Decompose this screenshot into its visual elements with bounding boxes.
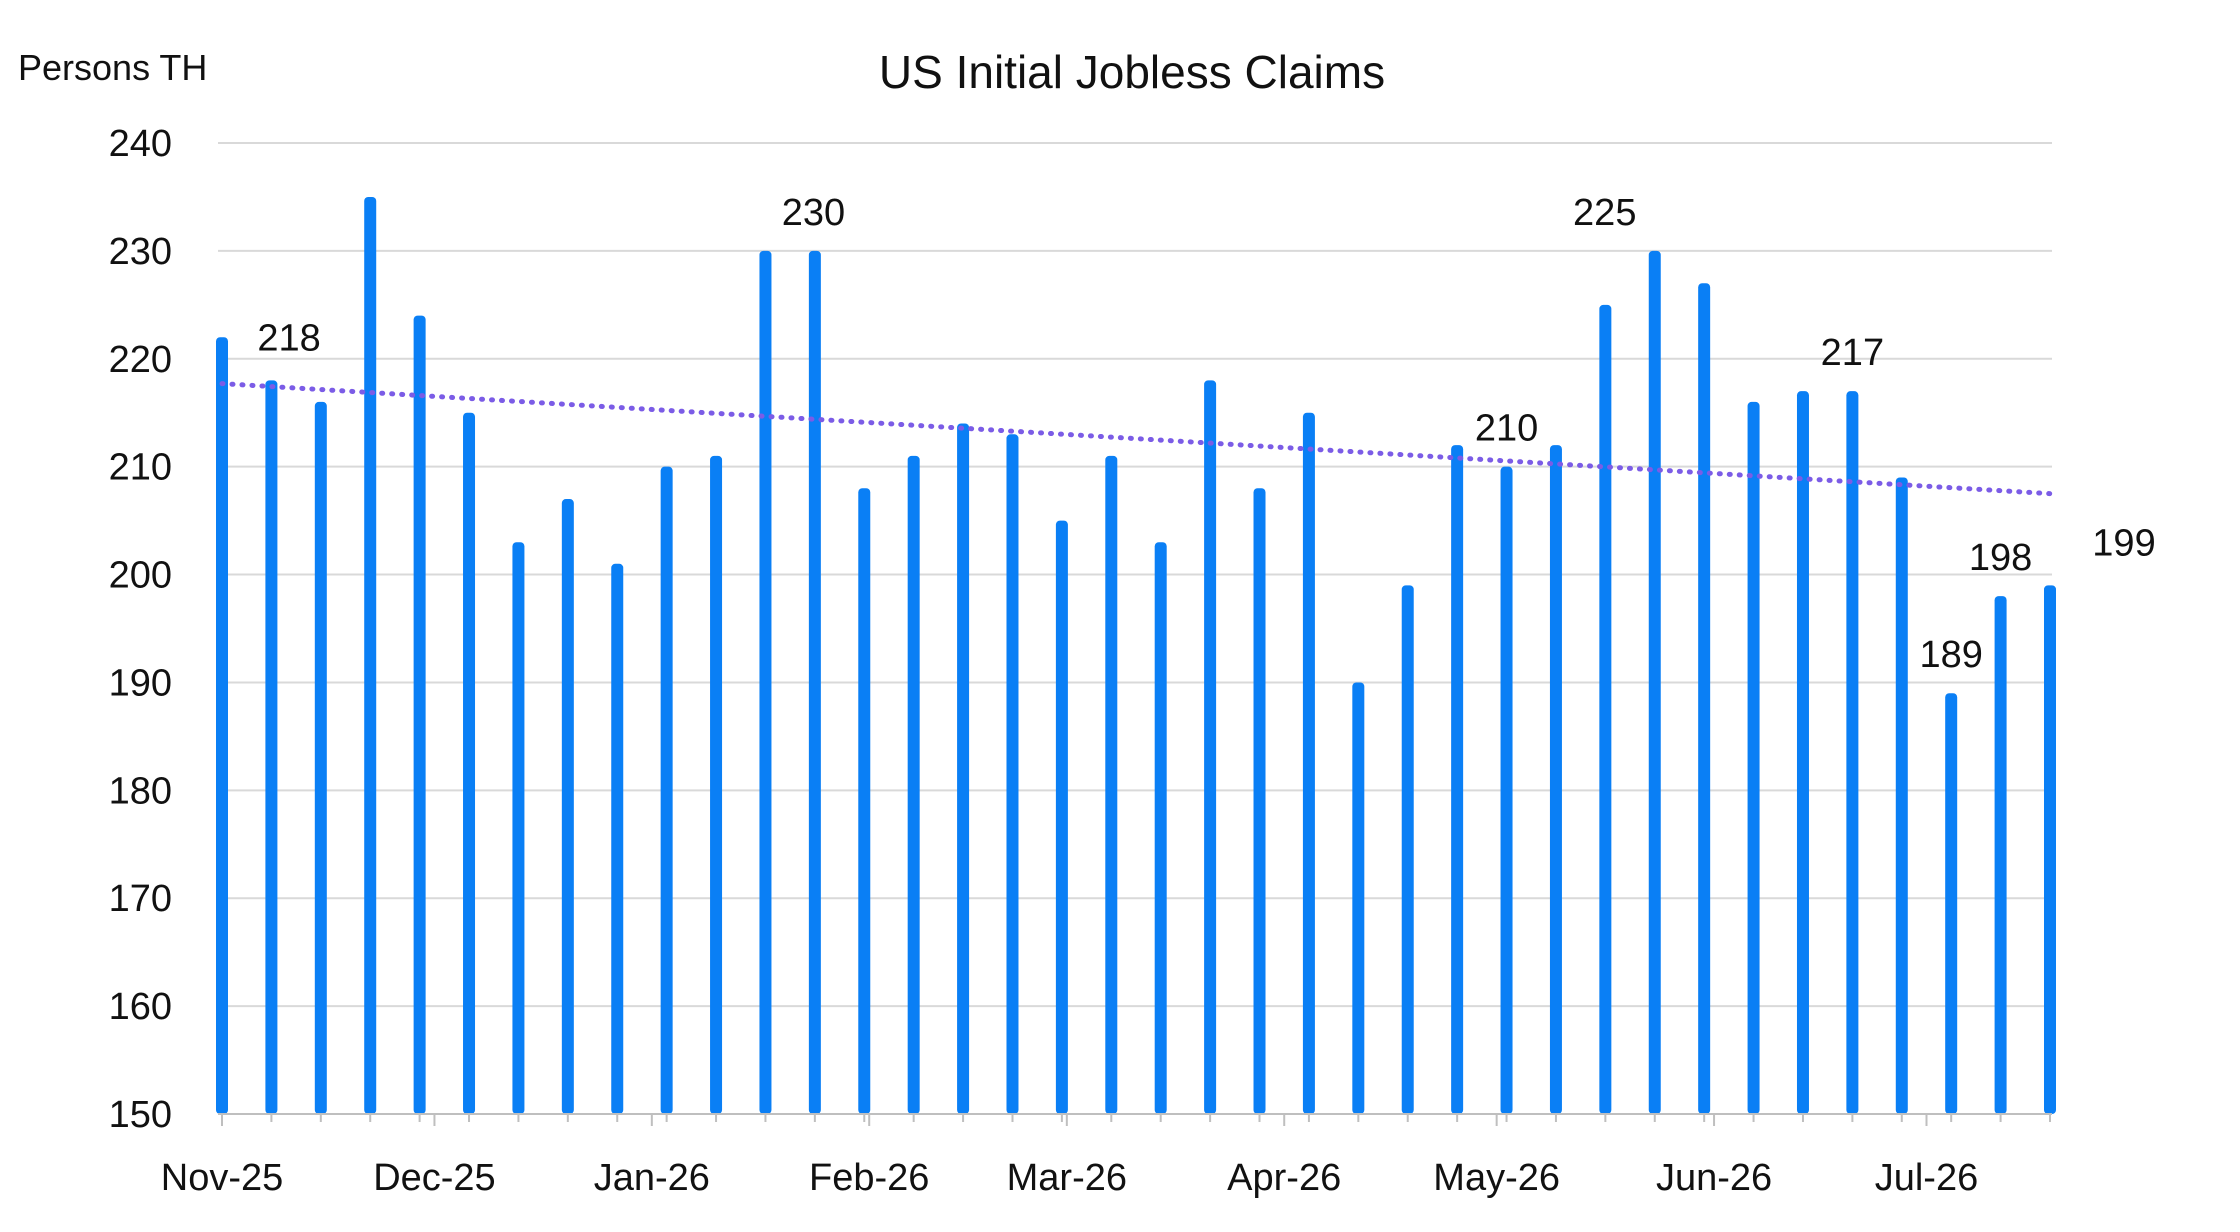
x-tick-label: Mar-26	[1007, 1157, 1127, 1199]
data-label: 230	[782, 192, 845, 234]
x-tick-label: Jun-26	[1656, 1157, 1772, 1199]
gridlines	[218, 142, 2052, 1008]
y-tick-label: 180	[109, 770, 172, 812]
y-tick-label: 230	[109, 231, 172, 273]
y-tick-label: 220	[109, 339, 172, 381]
bar	[1006, 434, 1019, 1114]
x-tick-label: Jan-26	[594, 1157, 710, 1199]
bar	[1105, 455, 1118, 1114]
x-axis	[218, 1113, 2052, 1122]
chart-title: US Initial Jobless Claims	[879, 46, 1385, 98]
y-axis-unit-label: Persons TH	[18, 47, 207, 88]
data-label: 218	[257, 317, 320, 359]
x-tick-label: Dec-25	[373, 1157, 496, 1199]
x-tick-label: Feb-26	[809, 1157, 929, 1199]
x-tick-label: May-26	[1433, 1157, 1560, 1199]
bar	[314, 401, 327, 1114]
y-tick-label: 240	[109, 123, 172, 165]
bar	[710, 455, 723, 1114]
data-label: 225	[1573, 192, 1636, 234]
bar	[1846, 391, 1859, 1115]
data-label: 198	[1969, 537, 2032, 579]
bar	[413, 315, 426, 1115]
bar	[463, 412, 476, 1114]
bar	[858, 488, 871, 1114]
trendline-group	[219, 381, 2053, 497]
x-tick-label: Jul-26	[1875, 1157, 1979, 1199]
x-tick-label: Apr-26	[1227, 1157, 1341, 1199]
y-tick-label: 200	[109, 555, 172, 597]
bar	[1352, 682, 1365, 1114]
bar	[1549, 445, 1562, 1115]
x-axis-ticks: Nov-25 Dec-25 Jan-26 Feb-26 Mar-26 Apr-26 May-…	[161, 1114, 1978, 1199]
bar	[907, 455, 920, 1114]
bar	[1401, 585, 1414, 1114]
bar	[1895, 477, 1908, 1114]
bar	[1648, 250, 1661, 1114]
trendline	[219, 381, 2053, 497]
bars	[216, 196, 2056, 1115]
bar	[1945, 693, 1958, 1114]
bar	[1302, 412, 1315, 1114]
bar	[1747, 401, 1760, 1114]
y-axis-ticks: 150 160 170 180 190 200 210 220 230 240	[109, 123, 172, 1136]
bar	[1796, 391, 1809, 1115]
bar	[808, 250, 821, 1114]
bar	[561, 499, 574, 1114]
data-label: 210	[1475, 408, 1538, 450]
bar	[1204, 380, 1217, 1114]
y-tick-label: 150	[109, 1094, 172, 1136]
data-label: 217	[1821, 332, 1884, 374]
bar	[660, 466, 673, 1115]
y-tick-label: 170	[109, 878, 172, 920]
bar	[1599, 304, 1612, 1114]
y-tick-label: 160	[109, 986, 172, 1028]
bar	[957, 423, 970, 1114]
bar	[216, 337, 228, 1114]
bar	[512, 542, 525, 1114]
bar	[1451, 445, 1464, 1115]
y-tick-label: 210	[109, 447, 172, 489]
bar	[2044, 585, 2056, 1114]
x-tick-label: Nov-25	[161, 1157, 284, 1199]
y-tick-label: 190	[109, 662, 172, 704]
bar	[1698, 283, 1711, 1114]
bar	[1055, 520, 1068, 1114]
data-labels: 218 230 210 225 217 189 198 199	[257, 192, 2155, 676]
data-label: 199	[2092, 522, 2155, 564]
bar	[364, 196, 377, 1114]
bar	[1500, 466, 1513, 1115]
bar	[265, 380, 278, 1114]
bar	[759, 250, 772, 1114]
bar	[611, 563, 624, 1114]
data-label: 189	[1919, 634, 1982, 676]
bar	[1994, 596, 2007, 1114]
bar	[1154, 542, 1167, 1114]
bar	[1253, 488, 1266, 1114]
